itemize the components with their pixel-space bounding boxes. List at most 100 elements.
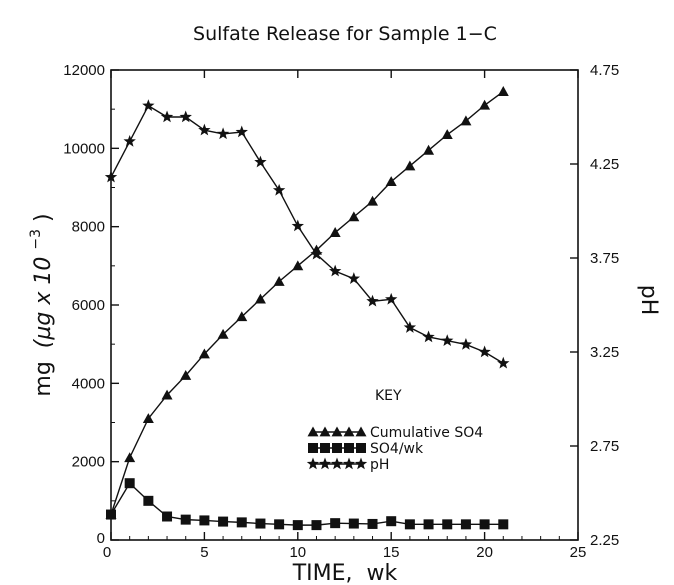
y-tick-label: 6000 — [72, 297, 105, 314]
data-point-cumulative-so4 — [441, 129, 453, 140]
series-line-ph — [110, 104, 504, 364]
data-point-ph — [441, 334, 454, 346]
legend-label: Cumulative SO4 — [370, 425, 483, 441]
data-point-so4-wk — [442, 519, 453, 530]
data-point-so4-wk — [199, 515, 210, 526]
y2-axis-label: pH — [636, 285, 661, 316]
data-point-cumulative-so4 — [236, 311, 248, 322]
series-so4-wk — [106, 478, 509, 531]
y2-tick-label: 4.25 — [590, 156, 619, 173]
y-tick-label: 8000 — [72, 219, 105, 236]
data-point-so4-wk — [460, 519, 471, 530]
data-point-cumulative-so4 — [198, 348, 210, 359]
data-point-so4-wk — [498, 519, 509, 530]
legend-label: SO4/wk — [370, 441, 424, 457]
legend-marker — [306, 457, 320, 470]
data-point-so4-wk — [348, 518, 359, 529]
y2-tick-label: 3.25 — [590, 344, 619, 361]
data-point-ph — [347, 272, 361, 284]
y-axis-right: 2.25 2.75 3.25 3.75 4.25 4.75 — [570, 62, 619, 549]
legend-title: KEY — [375, 388, 402, 404]
data-point-cumulative-so4 — [497, 86, 509, 96]
y-tick-label: 4000 — [72, 375, 105, 392]
y-tick-label: 10000 — [63, 140, 105, 157]
data-point-cumulative-so4 — [142, 413, 154, 423]
data-point-so4-wk — [292, 520, 303, 531]
data-point-so4-wk — [255, 518, 266, 529]
series-ph — [104, 99, 510, 369]
data-point-ph — [198, 123, 211, 136]
series-line-cumulative-so4 — [110, 90, 504, 515]
legend-marker — [319, 426, 331, 437]
data-point-ph — [366, 294, 379, 307]
data-point-ph — [123, 134, 136, 147]
legend-marker — [320, 443, 330, 453]
data-point-ph — [385, 292, 398, 305]
chart-title: Sulfate Release for Sample 1−C — [193, 23, 497, 45]
x-tick-label: 20 — [476, 544, 493, 561]
data-point-cumulative-so4 — [460, 115, 472, 126]
data-point-so4-wk — [106, 509, 116, 520]
data-point-ph — [328, 264, 342, 277]
data-point-ph — [459, 337, 473, 350]
y-axis-left: 0 2000 4000 6000 8000 10000 12000 — [63, 62, 119, 547]
data-point-ph — [403, 321, 417, 333]
series-line-so4-wk — [110, 482, 504, 526]
series-layer — [104, 86, 510, 531]
x-tick-label: 0 — [103, 544, 111, 561]
plot-frame — [110, 69, 579, 541]
data-point-cumulative-so4 — [348, 211, 360, 222]
data-point-ph — [272, 183, 286, 196]
data-point-ph — [216, 127, 230, 140]
legend-marker — [308, 443, 318, 453]
data-point-cumulative-so4 — [254, 293, 266, 304]
data-point-cumulative-so4 — [124, 452, 136, 463]
legend-marker — [318, 457, 332, 470]
data-point-cumulative-so4 — [273, 276, 285, 286]
y-axis-label-main: mg — [31, 361, 56, 396]
data-point-ph — [310, 247, 323, 260]
x-tick-label: 10 — [289, 544, 306, 561]
x-axis-label: TIME, wk — [292, 561, 398, 585]
y-axis-label-exponent: −3 — [28, 229, 44, 250]
legend-marker — [342, 457, 356, 470]
legend-marker — [332, 443, 342, 453]
data-point-so4-wk — [423, 519, 434, 530]
y2-tick-label: 3.75 — [590, 250, 619, 267]
series-cumulative-so4 — [105, 86, 509, 519]
data-point-ph — [478, 345, 491, 358]
legend-item-ph: pH — [306, 457, 389, 473]
y-axis-label-close: ) — [31, 213, 56, 222]
data-point-so4-wk — [386, 516, 397, 527]
data-point-ph — [291, 219, 304, 232]
data-point-cumulative-so4 — [161, 389, 173, 400]
data-point-so4-wk — [367, 518, 378, 529]
legend-marker — [344, 443, 354, 453]
y-axis-label-unit: (µg x 10 — [31, 257, 56, 349]
x-tick-label: 25 — [570, 544, 587, 561]
x-tick-label: 15 — [383, 544, 400, 561]
x-axis: 0 5 10 15 20 25 — [103, 70, 587, 561]
data-point-so4-wk — [330, 518, 341, 529]
legend-marker — [307, 426, 319, 437]
x-tick-label: 5 — [200, 544, 208, 561]
data-point-ph — [160, 110, 174, 123]
legend-marker — [330, 457, 344, 470]
data-point-cumulative-so4 — [385, 176, 397, 187]
data-point-so4-wk — [143, 495, 154, 506]
data-point-so4-wk — [311, 520, 322, 531]
data-point-so4-wk — [218, 516, 229, 527]
data-point-cumulative-so4 — [292, 260, 304, 271]
y-axis-label: mg (µg x 10 −3 ) — [21, 213, 56, 396]
data-point-ph — [142, 99, 155, 111]
data-point-cumulative-so4 — [423, 144, 435, 155]
legend-marker — [343, 426, 355, 437]
data-point-ph — [235, 125, 248, 138]
data-point-cumulative-so4 — [329, 227, 341, 237]
y2-tick-label: 2.75 — [590, 438, 619, 455]
legend-marker — [356, 443, 366, 453]
data-point-cumulative-so4 — [180, 370, 192, 380]
svg-text:mg (µg x 10 −3: mg (µg x 10 −3 ) — [21, 213, 56, 396]
